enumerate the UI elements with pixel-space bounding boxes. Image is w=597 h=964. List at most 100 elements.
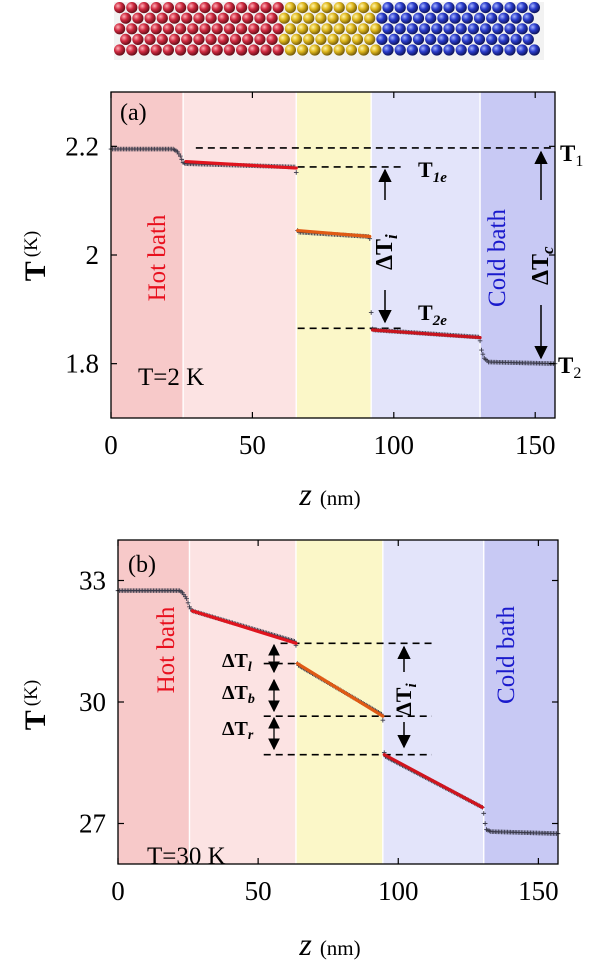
- atom: [114, 23, 126, 35]
- atom: [199, 44, 211, 56]
- atom: [370, 23, 382, 35]
- atom: [455, 44, 467, 56]
- atom: [168, 12, 181, 24]
- atom: [229, 12, 242, 24]
- panel-b-xtick-label-3: 150: [518, 876, 559, 906]
- atom: [394, 23, 406, 35]
- panel-b-ytick-label-2: 33: [79, 566, 106, 596]
- panel-b-ticks: 0 50 100 150 27 30 33: [79, 540, 559, 906]
- atom: [382, 44, 394, 56]
- panel-b-regions: [118, 540, 558, 864]
- atom: [126, 2, 138, 14]
- atom: [339, 33, 351, 46]
- atom: [254, 33, 266, 46]
- panel-a-region-2: [296, 92, 372, 418]
- atom: [327, 12, 339, 24]
- panel-b-dtl-label: ΔTl: [222, 650, 252, 675]
- panel-b-ytick-label-0: 27: [79, 809, 106, 839]
- atom: [480, 2, 492, 14]
- atom: [339, 12, 351, 24]
- atom: [358, 2, 370, 14]
- panel-b-hot-bath-label: Hot bath: [153, 606, 180, 693]
- atom: [309, 44, 321, 56]
- atom: [437, 12, 449, 24]
- atom: [272, 23, 284, 35]
- atom: [236, 23, 248, 35]
- panel-a-fit-line-1: [184, 159, 298, 170]
- atom: [522, 12, 534, 24]
- panel-a-data-point: [293, 170, 299, 175]
- atom: [455, 2, 467, 14]
- panel-a-dtc-label: ΔTc: [528, 246, 557, 285]
- atom: [199, 23, 211, 35]
- atom: [290, 12, 303, 24]
- panel-b-data-point: [481, 811, 487, 816]
- atom: [272, 44, 284, 56]
- atom: [248, 23, 260, 35]
- atom: [138, 23, 150, 35]
- atom: [394, 44, 406, 56]
- atom: [223, 23, 235, 35]
- panel-b-dtr-label: ΔTr: [222, 718, 254, 743]
- atom: [284, 23, 296, 35]
- atom: [504, 44, 516, 56]
- atom: [248, 44, 260, 56]
- atom: [254, 12, 266, 24]
- panel-a-data-point: [480, 351, 486, 357]
- atom: [498, 33, 510, 46]
- panel-a-regions: [111, 92, 555, 418]
- atom: [412, 12, 425, 24]
- panel-a-region-0: [111, 92, 184, 418]
- atom: [205, 33, 217, 46]
- atom: [406, 2, 418, 14]
- panel-b-ylabel: T(K): [19, 680, 52, 730]
- atom: [388, 33, 400, 46]
- atom: [297, 23, 309, 35]
- panel-a-t1-label: T1: [560, 141, 583, 170]
- atom: [150, 2, 162, 14]
- panel-b: 0 50 100 150 27 30 33 (b) T=30 K Hot bath Cold…: [19, 539, 561, 962]
- panel-a-region-1: [183, 92, 297, 418]
- atom: [412, 33, 425, 46]
- atom: [370, 2, 382, 14]
- panel-b-region-0: [118, 540, 190, 864]
- panel-b-fit-line-1: [190, 609, 298, 645]
- atom: [449, 33, 461, 46]
- atom: [211, 2, 223, 14]
- panel-b-region-3: [382, 540, 484, 864]
- atom: [236, 44, 248, 56]
- panel-a-fit-line-2: [296, 228, 372, 239]
- atom-lattice-strip: [114, 2, 544, 60]
- panel-a-series: [108, 146, 558, 366]
- atom: [290, 33, 303, 46]
- atom: [266, 12, 278, 24]
- atom: [272, 2, 284, 14]
- atom: [321, 44, 333, 56]
- atom: [400, 33, 412, 46]
- panel-b-xlabel: z (nm): [298, 926, 360, 962]
- atom: [236, 2, 248, 14]
- atom: [345, 2, 357, 14]
- atom: [181, 33, 193, 46]
- panel-a-t2-label: T2: [558, 353, 581, 382]
- panel-a-t2e-label: T2e: [418, 300, 447, 329]
- atom: [144, 12, 156, 24]
- atom: [162, 23, 174, 35]
- atom: [510, 12, 522, 24]
- panel-b-label: (b): [128, 552, 156, 578]
- atom: [528, 2, 541, 14]
- panel-a: 0 50 100 150 1.8 2 2.2 (a) T=2 K Hot bath Cold…: [19, 91, 583, 512]
- atom: [406, 23, 418, 35]
- atom: [120, 12, 132, 24]
- atom: [193, 33, 205, 46]
- atom: [223, 44, 235, 56]
- atom: [229, 33, 242, 46]
- atom: [467, 23, 479, 35]
- atom: [425, 33, 437, 46]
- atom: [370, 44, 382, 56]
- panel-a-xlabel: z (nm): [298, 476, 360, 512]
- atom: [382, 2, 394, 14]
- panel-b-cold-bath-label: Cold bath: [493, 606, 520, 704]
- panel-a-xtick-label-2: 100: [374, 430, 415, 460]
